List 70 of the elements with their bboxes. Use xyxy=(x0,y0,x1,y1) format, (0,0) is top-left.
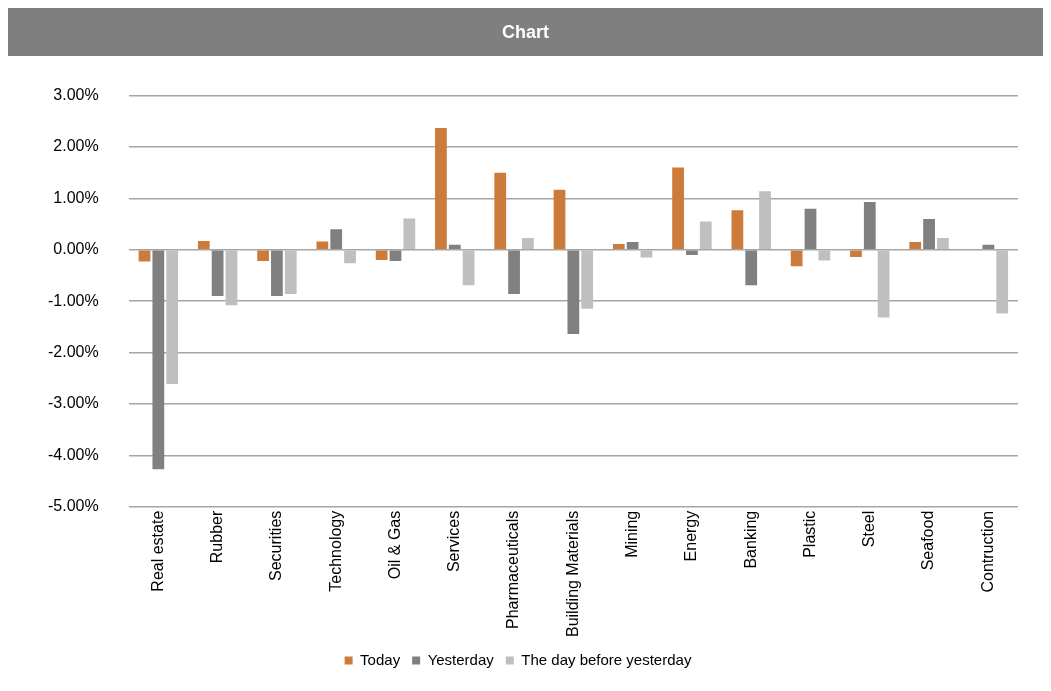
bar xyxy=(909,242,922,250)
x-tick-label: Plastic xyxy=(800,510,818,558)
x-tick-label: Building Materials xyxy=(563,510,581,637)
bar xyxy=(138,250,151,262)
bar xyxy=(937,237,949,250)
x-tick-label: Pharmaceuticals xyxy=(504,510,522,629)
bar xyxy=(166,250,179,384)
bar xyxy=(982,244,995,250)
bar xyxy=(403,218,416,250)
bar xyxy=(850,250,862,257)
bar xyxy=(257,250,269,262)
y-tick-label: 2.00% xyxy=(53,137,99,155)
bar xyxy=(672,167,684,250)
x-tick-label: Mining xyxy=(623,510,641,558)
x-tick-label: Contruction xyxy=(978,510,996,593)
y-tick-label: 3.00% xyxy=(53,86,99,104)
y-tick-label: -1.00% xyxy=(47,291,99,309)
bar xyxy=(316,241,329,250)
bar xyxy=(567,250,580,335)
bar xyxy=(522,237,534,250)
bar xyxy=(759,191,771,250)
legend-label: The day before yesterday xyxy=(521,650,692,668)
bar xyxy=(197,241,210,250)
bar xyxy=(818,250,831,261)
bar xyxy=(494,172,507,250)
bar xyxy=(863,201,876,250)
y-tick-label: -3.00% xyxy=(47,394,99,412)
x-tick-label: Steel xyxy=(860,510,878,548)
bar xyxy=(877,250,890,318)
bar xyxy=(612,244,625,250)
bar xyxy=(225,250,238,306)
bar xyxy=(626,242,639,250)
bar xyxy=(211,250,224,297)
x-tick-label: Rubber xyxy=(208,510,226,564)
bar xyxy=(699,221,712,250)
bar xyxy=(375,250,388,261)
y-tick-label: -4.00% xyxy=(47,445,99,463)
y-tick-label: 0.00% xyxy=(53,240,99,258)
bar xyxy=(731,210,744,250)
bar xyxy=(790,250,803,267)
x-tick-label: Securities xyxy=(267,510,285,581)
bar xyxy=(284,250,297,294)
bar xyxy=(152,250,165,470)
bar xyxy=(448,244,461,250)
x-tick-label: Technology xyxy=(326,510,344,592)
x-tick-label: Real estate xyxy=(148,510,166,592)
x-tick-label: Banking xyxy=(741,510,759,569)
bar xyxy=(996,250,1009,314)
bar xyxy=(553,189,566,250)
y-tick-label: -2.00% xyxy=(47,342,99,360)
x-tick-label: Seafood xyxy=(919,510,937,571)
x-tick-label: Services xyxy=(445,510,463,573)
x-tick-label: Oil & Gas xyxy=(385,510,403,580)
chart-title: Chart xyxy=(8,8,1043,56)
bar xyxy=(923,218,935,250)
bar xyxy=(344,250,356,264)
bar xyxy=(745,250,758,286)
bar xyxy=(581,250,594,309)
bar xyxy=(435,127,447,250)
bar xyxy=(271,250,283,297)
y-tick-label: 1.00% xyxy=(53,188,99,206)
legend-label: Yesterday xyxy=(427,650,495,668)
bar xyxy=(330,229,343,250)
bar xyxy=(804,208,817,250)
bar xyxy=(462,250,475,286)
x-tick-label: Energy xyxy=(682,510,700,562)
legend-label: Today xyxy=(360,650,401,668)
bar xyxy=(686,250,698,255)
y-tick-label: -5.00% xyxy=(47,497,99,515)
bar xyxy=(508,250,520,294)
